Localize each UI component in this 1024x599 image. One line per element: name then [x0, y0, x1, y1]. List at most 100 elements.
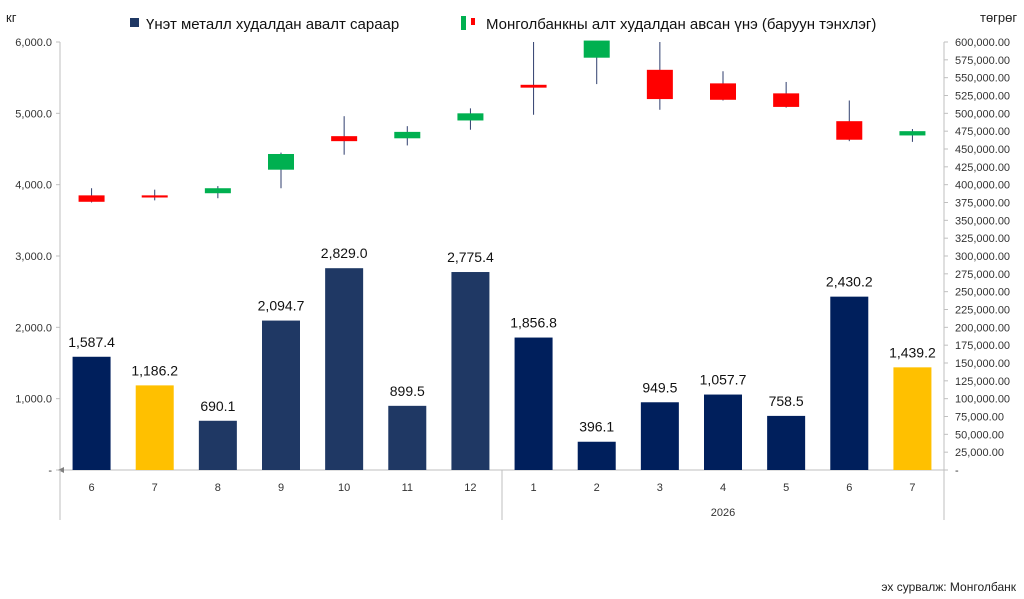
x-axis-tick-label: 7 [152, 482, 158, 494]
right-axis-tick-label: 575,000.00 [955, 55, 1010, 67]
x-axis-tick-label: 5 [783, 482, 789, 494]
bar [388, 405, 427, 470]
bar [767, 415, 806, 470]
right-axis-tick-label: 350,000.00 [955, 215, 1010, 227]
bar-data-label: 690.1 [200, 398, 235, 414]
legend-bar-label: Үнэт металл худалдан авалт сараар [146, 16, 399, 33]
bar-data-label: 1,856.8 [510, 315, 557, 331]
right-axis-tick-label: 400,000.00 [955, 180, 1010, 192]
axis-origin-marker [58, 467, 64, 473]
right-axis-tick-label: - [955, 465, 959, 477]
right-axis-tick-label: 50,000.00 [955, 429, 1004, 441]
candle-body [583, 40, 610, 58]
bar-data-label: 2,775.4 [447, 249, 494, 265]
source-note: эх сурвалж: Монголбанк [881, 580, 1016, 594]
candle-body [836, 121, 863, 140]
right-axis-tick-label: 500,000.00 [955, 108, 1010, 120]
right-axis-tick-label: 325,000.00 [955, 233, 1010, 245]
x-axis-tick-label: 8 [215, 482, 221, 494]
left-axis-tick-label: 1,000.0 [15, 394, 52, 406]
right-axis-tick-label: 525,000.00 [955, 91, 1010, 103]
right-axis-unit: төгрөг [980, 10, 1017, 25]
candle-body [899, 131, 926, 136]
candle-body [268, 153, 294, 170]
bar-data-label: 1,587.4 [68, 334, 115, 350]
bar [72, 356, 111, 470]
bar-data-label: 396.1 [579, 419, 614, 435]
candlestick-series [78, 40, 926, 203]
left-axis-tick-label: 5,000.0 [15, 108, 52, 120]
right-axis-tick-label: 25,000.00 [955, 447, 1004, 459]
x-axis-tick-label: 10 [338, 482, 350, 494]
right-axis-tick-label: 475,000.00 [955, 126, 1010, 138]
candle-body [78, 195, 105, 202]
x-axis-tick-label: 4 [720, 482, 726, 494]
bar-data-label: 2,094.7 [258, 298, 305, 314]
right-axis-tick-label: 250,000.00 [955, 287, 1010, 299]
left-axis-tick-label: 4,000.0 [15, 180, 52, 192]
legend-candlestick-label: Монголбанкны алт худалдан авсан үнэ (бар… [486, 16, 876, 33]
right-axis-tick-label: 150,000.00 [955, 358, 1010, 370]
bar [893, 367, 932, 470]
x-axis-tick-label: 9 [278, 482, 284, 494]
left-axis-unit: кг [6, 10, 17, 25]
right-axis-tick-label: 175,000.00 [955, 340, 1010, 352]
right-axis-tick-label: 125,000.00 [955, 376, 1010, 388]
bar-series [72, 268, 932, 470]
candle-body [204, 188, 231, 194]
bar-data-label: 949.5 [642, 379, 677, 395]
legend-bar-swatch [130, 18, 139, 27]
bar-data-label: 758.5 [769, 393, 804, 409]
x-axis-tick-label: 6 [846, 482, 852, 494]
x-axis-tick-label: 12 [464, 482, 476, 494]
right-axis-tick-label: 100,000.00 [955, 394, 1010, 406]
x-axis-tick-label: 6 [89, 482, 95, 494]
right-axis-tick-label: 200,000.00 [955, 322, 1010, 334]
candle-body [646, 69, 673, 100]
right-axis-tick-label: 300,000.00 [955, 251, 1010, 263]
right-axis-tick-label: 425,000.00 [955, 162, 1010, 174]
x-axis-tick-label: 2 [594, 482, 600, 494]
legend-candlestick-swatch [461, 16, 475, 30]
bar-data-label: 899.5 [390, 383, 425, 399]
legend: Үнэт металл худалдан авалт сараар Монгол… [130, 16, 876, 33]
right-axis-tick-label: 225,000.00 [955, 305, 1010, 317]
bar [198, 420, 237, 470]
bar [262, 320, 300, 470]
left-axis-tick-label: 2,000.0 [15, 322, 52, 334]
bar [451, 272, 490, 470]
left-axis-tick-label: 6,000.0 [15, 37, 52, 49]
bar-data-label: 1,186.2 [131, 362, 178, 378]
bar-data-label: 2,430.2 [826, 274, 873, 290]
candle-body [520, 84, 547, 88]
bar [704, 394, 742, 470]
candle-body [141, 195, 168, 198]
x-axis-tick-label: 1 [531, 482, 537, 494]
right-axis-tick-label: 450,000.00 [955, 144, 1010, 156]
candle-body [457, 113, 484, 121]
bar-data-label: 2,829.0 [321, 245, 368, 261]
axes: - 1,000.0 2,000.0 3,000.0 4,000.0 5,000.0 6,00… [15, 37, 1010, 520]
candle-body [394, 131, 421, 139]
right-axis-tick-label: 75,000.00 [955, 412, 1004, 424]
right-axis-tick-label: 600,000.00 [955, 37, 1010, 49]
x-axis-tick-label: 3 [657, 482, 663, 494]
bar [135, 385, 174, 470]
bar [830, 296, 869, 470]
candle-body [773, 93, 800, 107]
candle-body [710, 83, 736, 100]
right-axis-tick-label: 375,000.00 [955, 198, 1010, 210]
bar-data-label: 1,057.7 [700, 372, 747, 388]
right-axis-tick-label: 550,000.00 [955, 73, 1010, 85]
bar-data-label: 1,439.2 [889, 344, 936, 360]
x-axis-group-label: 2026 [711, 507, 735, 519]
bar [325, 268, 364, 470]
x-axis-tick-label: 7 [909, 482, 915, 494]
left-axis-tick-label: 3,000.0 [15, 251, 52, 263]
left-axis-tick-label: - [48, 465, 52, 477]
bar [640, 402, 679, 470]
right-axis-tick-label: 275,000.00 [955, 269, 1010, 281]
bar [514, 337, 553, 470]
bar [577, 441, 616, 470]
